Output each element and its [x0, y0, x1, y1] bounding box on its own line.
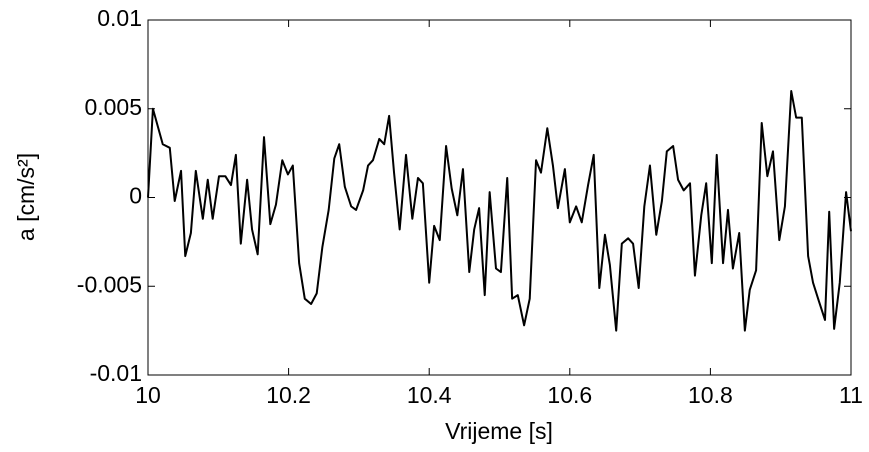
x-tick-label: 10.6: [547, 382, 592, 408]
x-axis-label: Vrijeme [s]: [445, 418, 553, 444]
x-tick-label: 10.2: [266, 382, 311, 408]
data-line: [147, 90, 852, 332]
x-tick-label: 10: [135, 382, 161, 408]
x-tick-label: 11: [839, 382, 863, 408]
y-tick-label: -0.01: [90, 360, 142, 386]
y-tick-label: 0: [129, 183, 142, 209]
y-tick-label: 0.01: [97, 5, 142, 31]
x-tick-label: 10.8: [688, 382, 733, 408]
y-tick-label: -0.005: [77, 271, 142, 297]
x-tick-label: 10.4: [407, 382, 452, 408]
y-tick-label: 0.005: [84, 94, 142, 120]
y-axis-label: a [cm/s²]: [13, 153, 39, 241]
plot-frame: [147, 19, 852, 376]
